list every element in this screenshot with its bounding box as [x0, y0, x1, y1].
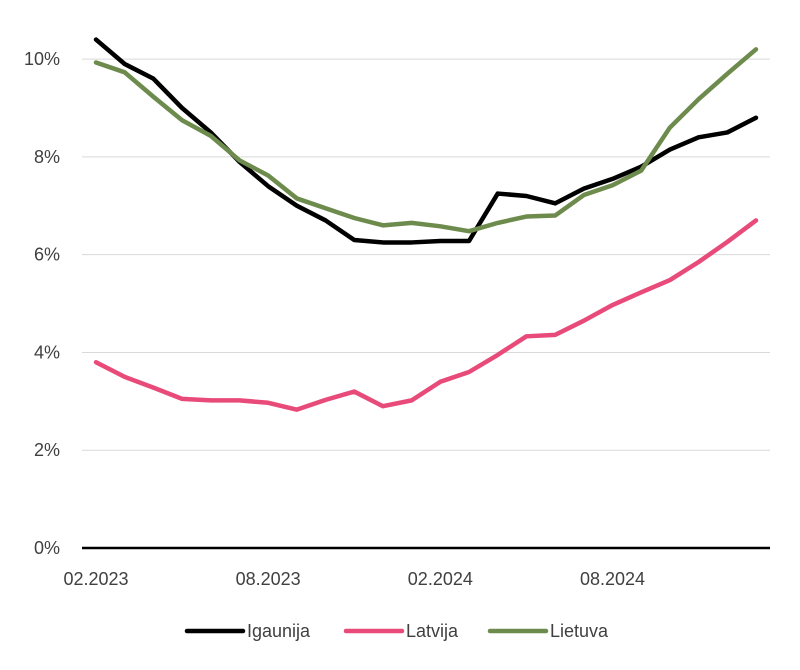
- legend-label: Igaunija: [247, 621, 311, 641]
- y-tick-label: 2%: [34, 440, 60, 460]
- y-tick-label: 6%: [34, 245, 60, 265]
- legend-item-lietuva: Lietuva: [487, 621, 609, 641]
- y-tick-label: 4%: [34, 342, 60, 362]
- y-tick-label: 8%: [34, 147, 60, 167]
- x-tick-label: 02.2023: [63, 569, 128, 589]
- legend-item-igaunija: Igaunija: [184, 621, 311, 641]
- legend: Igaunija Latvija Lietuva: [184, 621, 609, 641]
- x-axis-tick-labels: 02.2023 08.2023 02.2024 08.2024: [63, 569, 645, 589]
- x-tick-label: 08.2024: [580, 569, 645, 589]
- series-lines: [93, 37, 759, 412]
- x-tick-label: 02.2024: [408, 569, 473, 589]
- y-tick-label: 0%: [34, 538, 60, 558]
- legend-label: Lietuva: [550, 621, 609, 641]
- series-line-lietuva: [93, 47, 759, 234]
- series-line-igaunija: [93, 37, 759, 245]
- x-tick-label: 08.2023: [236, 569, 301, 589]
- legend-item-latvija: Latvija: [343, 621, 459, 641]
- series-line-latvija: [93, 218, 759, 412]
- y-axis-tick-labels: 0% 2% 4% 6% 8% 10%: [24, 49, 60, 558]
- y-tick-label: 10%: [24, 49, 60, 69]
- legend-label: Latvija: [406, 621, 459, 641]
